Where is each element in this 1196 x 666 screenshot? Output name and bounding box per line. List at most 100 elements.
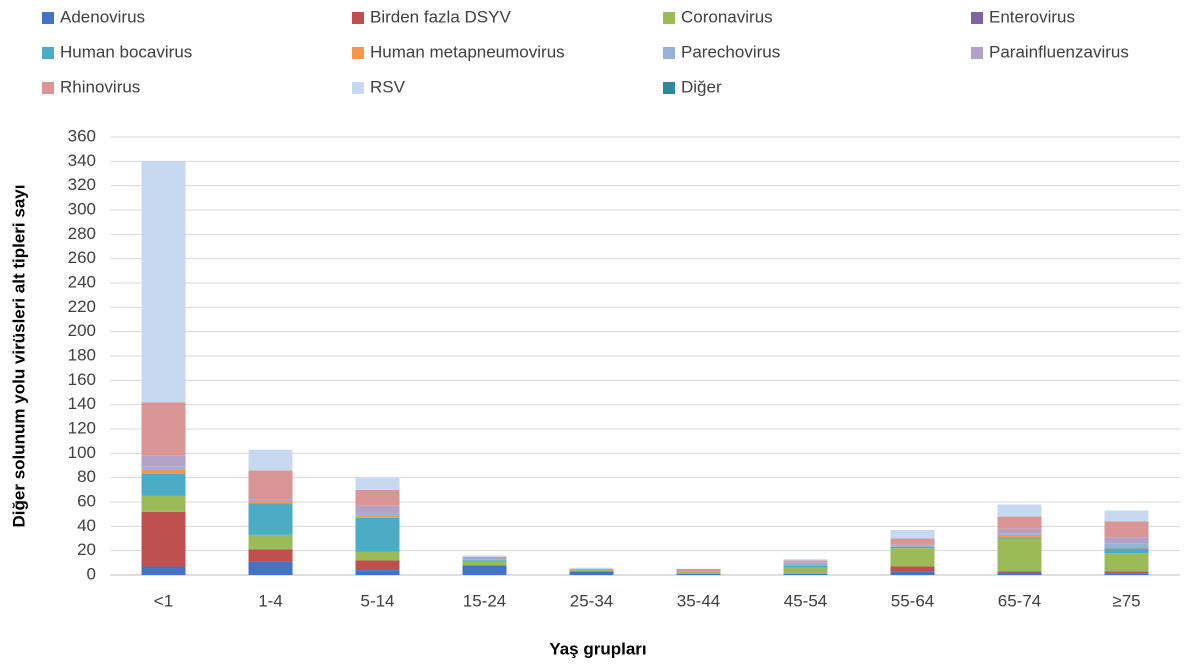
bar-segment: [248, 449, 293, 471]
bar-segment: [890, 545, 935, 548]
bar-segment: [997, 534, 1042, 538]
bar-segment: [248, 561, 293, 575]
bar-segment: [462, 561, 507, 566]
x-tick-label: 5-14: [360, 591, 394, 610]
y-tick-label: 120: [68, 418, 96, 437]
legend-swatch: [971, 47, 983, 59]
y-tick-label: 320: [68, 175, 96, 194]
y-tick-label: 0: [87, 564, 96, 583]
bar-segment: [783, 567, 828, 574]
y-tick-label: 200: [68, 321, 96, 340]
y-tick-label: 80: [77, 467, 96, 486]
bar-segment: [248, 470, 293, 500]
bar-segment: [783, 562, 828, 566]
bar-segment: [248, 502, 293, 504]
legend-label: Parainfluenzavirus: [989, 42, 1129, 61]
bar-segment: [355, 551, 400, 561]
legend-swatch: [352, 47, 364, 59]
y-tick-label: 40: [77, 516, 96, 535]
y-tick-label: 240: [68, 272, 96, 291]
bar-segment: [783, 560, 828, 562]
bar-segment: [997, 571, 1042, 573]
bar-segment: [462, 559, 507, 561]
x-tick-label: 1-4: [258, 591, 283, 610]
bar-segment: [997, 572, 1042, 575]
bar-segment: [890, 547, 935, 549]
bar-segment: [248, 499, 293, 502]
bar-segment: [676, 571, 721, 574]
x-tick-label: 65-74: [998, 591, 1041, 610]
legend-label: Coronavirus: [681, 7, 773, 26]
bar-segment: [1104, 547, 1149, 549]
y-tick-label: 280: [68, 224, 96, 243]
x-tick-label: ≥75: [1112, 591, 1140, 610]
legend-label: RSV: [370, 77, 406, 96]
legend-swatch: [663, 82, 675, 94]
bar-segment: [890, 566, 935, 572]
bar-segment: [141, 402, 186, 456]
bar-segment: [783, 565, 828, 568]
legend-swatch: [663, 12, 675, 24]
bar-segment: [890, 548, 935, 567]
bar-segment: [355, 505, 400, 513]
bar-segment: [141, 161, 186, 403]
bar-segment: [355, 560, 400, 571]
y-tick-label: 360: [68, 126, 96, 145]
y-tick-label: 180: [68, 345, 96, 364]
bar-segment: [890, 571, 935, 575]
bar-segment: [1104, 521, 1149, 538]
bar-segment: [462, 560, 507, 562]
y-tick-label: 260: [68, 248, 96, 267]
bar-segment: [569, 568, 614, 571]
bar-segment: [1104, 510, 1149, 522]
legend-label: Enterovirus: [989, 7, 1075, 26]
legend-swatch: [352, 12, 364, 24]
bar-segment: [355, 512, 400, 516]
y-tick-label: 160: [68, 370, 96, 389]
y-tick-label: 220: [68, 297, 96, 316]
bar-segment: [355, 517, 400, 552]
legend-swatch: [42, 12, 54, 24]
x-tick-label: 15-24: [463, 591, 506, 610]
legend-label: Human metapneumovirus: [370, 42, 565, 61]
bar-segment: [141, 455, 186, 467]
bar-segment: [141, 511, 186, 567]
y-tick-label: 300: [68, 199, 96, 218]
bar-segment: [1104, 553, 1149, 572]
legend-swatch: [352, 82, 364, 94]
y-tick-label: 20: [77, 540, 96, 559]
bar-segment: [462, 565, 507, 575]
bar-segment: [569, 570, 614, 572]
legend-label: Human bocavirus: [60, 42, 192, 61]
bar-segment: [1104, 573, 1149, 575]
bar-segment: [783, 559, 828, 561]
bar-segment: [355, 515, 400, 518]
bar-segment: [462, 555, 507, 557]
bar-segment: [248, 534, 293, 550]
bar-segment: [676, 568, 721, 572]
bar-segment: [1104, 543, 1149, 548]
bar-segment: [462, 556, 507, 558]
legend-swatch: [42, 82, 54, 94]
bar-segment: [355, 477, 400, 490]
legend-swatch: [971, 12, 983, 24]
bar-segment: [141, 474, 186, 496]
y-tick-label: 60: [77, 491, 96, 510]
legend-label: Adenovirus: [60, 7, 145, 26]
bar-segment: [141, 566, 186, 575]
bar-segment: [783, 561, 828, 563]
legend-label: Birden fazla DSYV: [370, 7, 511, 26]
bar-segment: [997, 516, 1042, 529]
bar-segment: [462, 557, 507, 560]
bar-segment: [997, 528, 1042, 534]
x-tick-label: 55-64: [891, 591, 934, 610]
bar-segment: [141, 495, 186, 512]
bar-segment: [1104, 537, 1149, 544]
y-tick-label: 100: [68, 443, 96, 462]
bar-segment: [355, 570, 400, 575]
legend-swatch: [42, 47, 54, 59]
bar-segment: [783, 573, 828, 575]
bar-segment: [890, 538, 935, 545]
bar-segment: [890, 544, 935, 546]
